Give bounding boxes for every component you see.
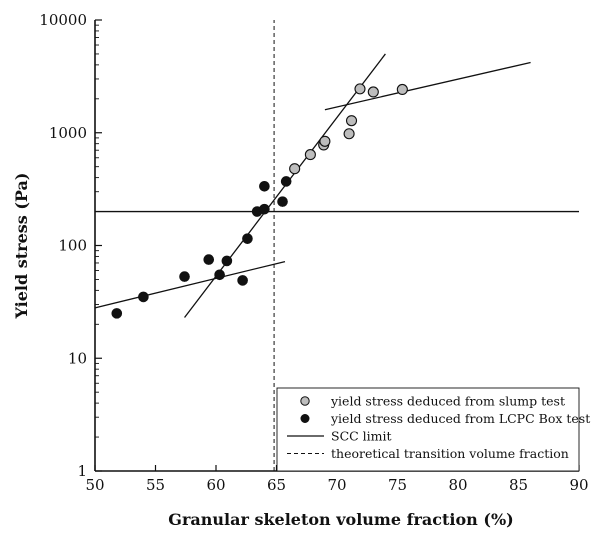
legend-label: SCC limit (331, 429, 392, 444)
slump-test-point (289, 163, 301, 175)
legend-box (276, 387, 580, 472)
y-tick-label: 100 (58, 237, 87, 255)
trend-line (324, 61, 531, 111)
legend-slump-symbol (300, 396, 310, 406)
lcpc-box-test-point (277, 196, 288, 207)
slump-test-point (396, 83, 408, 96)
slump-test-point (345, 115, 358, 127)
slump-test-point (304, 149, 316, 161)
x-tick-label: 85 (509, 476, 528, 494)
x-tick-label: 60 (206, 476, 225, 494)
legend: yield stress deduced from slump test yiel… (276, 387, 590, 472)
y-tick-label: 10 (68, 349, 87, 367)
lcpc-box-test-point (221, 255, 233, 267)
lcpc-box-test-point (259, 181, 270, 192)
x-axis-title: Granular skeleton volume fraction (%) (168, 510, 513, 529)
lcpc-box-test-point (111, 308, 123, 319)
lcpc-box-test-point (138, 291, 149, 303)
slump-test-point (319, 135, 331, 147)
lcpc-box-test-point (237, 275, 248, 286)
plot-area (94, 20, 579, 471)
lcpc-box-test-point (259, 203, 270, 215)
lcpc-box-test-point (203, 254, 215, 265)
legend-label: yield stress deduced from LCPC Box test (330, 411, 590, 426)
x-tick-label: 65 (267, 476, 286, 494)
lcpc-box-test-point (179, 271, 190, 282)
lcpc-box-test-point (214, 269, 225, 281)
y-tick-label: 1000 (49, 124, 87, 142)
legend-label: theoretical transition volume fraction (331, 446, 569, 461)
y-axis-title: Yield stress (Pa) (12, 173, 31, 320)
y-tick-label: 1 (77, 462, 87, 480)
x-tick-label: 55 (146, 476, 165, 494)
lcpc-box-test-point (280, 176, 292, 187)
legend-label: yield stress deduced from slump test (330, 394, 565, 409)
y-tick-label: 10000 (39, 11, 87, 29)
x-tick-label: 50 (85, 476, 104, 494)
lcpc-box-test-point (242, 233, 253, 244)
x-tick-label: 90 (569, 476, 588, 494)
slump-test-point (367, 86, 379, 98)
trend-line (94, 260, 286, 309)
legend-lcpc-symbol (300, 413, 310, 423)
x-tick-label: 80 (448, 476, 467, 494)
x-tick-label: 75 (388, 476, 407, 494)
x-tick-label: 70 (327, 476, 346, 494)
slump-test-point (343, 128, 355, 140)
slump-test-point (354, 83, 366, 95)
